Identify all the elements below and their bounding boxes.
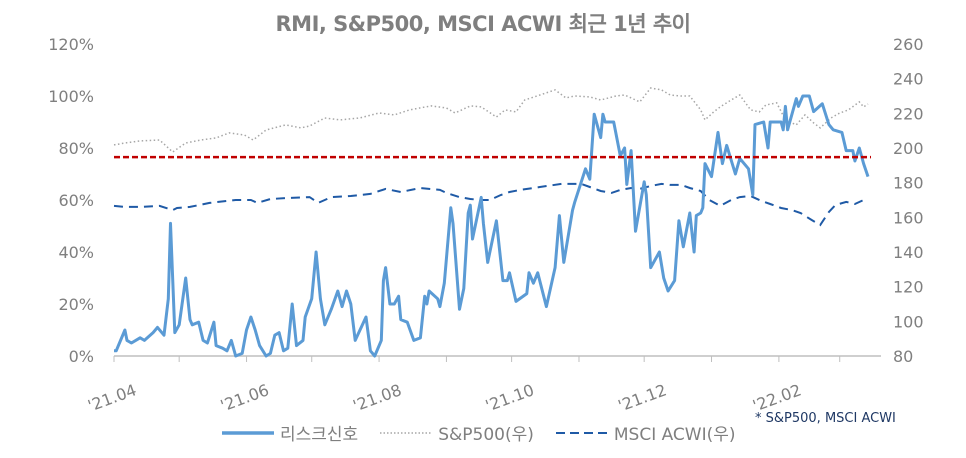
y-left-tick-label: 20%	[58, 295, 94, 314]
y-right-tick-label: 260	[893, 35, 924, 54]
legend-item-sp500: S&P500(우)	[380, 420, 534, 445]
series-line-msci-acwi	[113, 182, 868, 227]
legend-item-risk-signal: 리스크신호	[222, 420, 358, 445]
y-left-tick-label: 100%	[48, 87, 94, 106]
legend-label: MSCI ACWI(우)	[613, 425, 736, 445]
legend-label: S&P500(우)	[438, 425, 534, 445]
y-right-tick-label: 100	[893, 312, 924, 331]
y-left-tick-label: 80%	[58, 139, 94, 158]
y-left-tick-label: 60%	[58, 191, 94, 210]
y-left-tick-label: 0%	[69, 347, 94, 366]
series-line-sp500	[113, 87, 869, 153]
legend-swatch-dotted	[380, 431, 433, 434]
x-tick-label: '21.04	[85, 380, 139, 415]
legend-swatch-solid	[222, 430, 274, 435]
y-right-tick-label: 220	[893, 104, 924, 123]
legend-item-msci-acwi: MSCI ACWI(우)	[555, 420, 736, 445]
y-right-tick-label: 200	[893, 139, 924, 158]
chart-title: RMI, S&P500, MSCI ACWI 최근 1년 추이	[275, 12, 691, 36]
x-tick-label: '21.10	[483, 380, 537, 415]
y-right-tick-label: 240	[893, 70, 924, 89]
legend-swatch-dashed	[555, 431, 608, 434]
y-right-tick-label: 180	[893, 174, 924, 193]
y-left-tick-label: 40%	[58, 243, 94, 262]
legend-label: 리스크신호	[280, 425, 359, 445]
y-right-tick-label: 80	[893, 347, 913, 366]
footnote: * S&P500, MSCI ACWI	[755, 411, 896, 426]
x-tick-label: '21.12	[615, 380, 669, 415]
y-right-tick-label: 120	[893, 278, 924, 297]
y-right-tick-label: 140	[893, 243, 924, 262]
x-tick-label: '21.08	[350, 380, 404, 415]
y-left-tick-label: 120%	[48, 35, 94, 54]
x-tick-label: '21.06	[218, 380, 272, 415]
legend: 리스크신호 S&P500(우) MSCI ACWI(우)	[222, 420, 736, 445]
y-right-tick-label: 160	[893, 208, 924, 227]
series-line-risk-signal	[114, 94, 870, 358]
